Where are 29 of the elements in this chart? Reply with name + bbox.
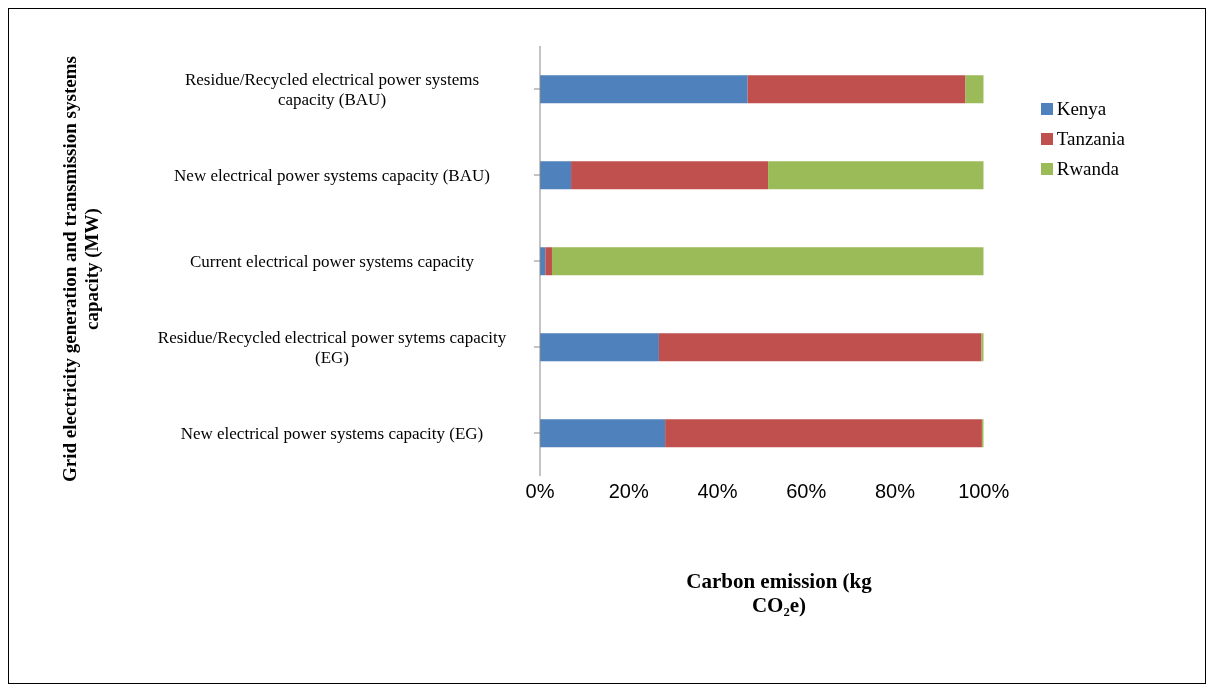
bar bbox=[551, 247, 984, 276]
x-tick-label: 80% bbox=[874, 480, 916, 503]
legend-label: Rwanda bbox=[1056, 157, 1119, 181]
bar bbox=[545, 247, 552, 276]
bar bbox=[768, 161, 984, 190]
bar bbox=[540, 419, 666, 448]
bar bbox=[540, 333, 659, 362]
x-tick-label: 40% bbox=[697, 480, 738, 503]
bar bbox=[665, 419, 982, 448]
y-tick-label: New electrical power systems capacity (BAU) bbox=[174, 166, 490, 185]
legend-label: Kenya bbox=[1056, 97, 1107, 121]
bar bbox=[658, 333, 982, 362]
bar bbox=[540, 75, 748, 104]
legend-label: Tanzania bbox=[1056, 127, 1125, 151]
bar bbox=[540, 161, 572, 190]
y-tick-label: Residue/Recycled electrical power systems capacity (BAU) bbox=[184, 70, 480, 109]
bar bbox=[747, 75, 966, 104]
x-tick-label: 60% bbox=[786, 480, 827, 503]
bar bbox=[965, 75, 984, 104]
y-tick-label: New electrical power systems capacity (EG) bbox=[180, 424, 484, 443]
x-axis-title: Carbon emission (kg CO₂e) bbox=[685, 569, 873, 617]
bar bbox=[571, 161, 769, 190]
bar bbox=[981, 333, 984, 362]
x-tick-label: 20% bbox=[608, 480, 649, 503]
x-tick-label: 0% bbox=[525, 480, 555, 503]
x-tick-label: 100% bbox=[958, 480, 1010, 503]
y-tick-label: Current electrical power systems capacity bbox=[189, 252, 475, 271]
y-axis-title: Grid electricity generation and transmission systems capacity (MW) bbox=[59, 55, 103, 484]
y-tick-label: Residue/Recycled electrical power sytems capacity (EG) bbox=[157, 328, 507, 367]
